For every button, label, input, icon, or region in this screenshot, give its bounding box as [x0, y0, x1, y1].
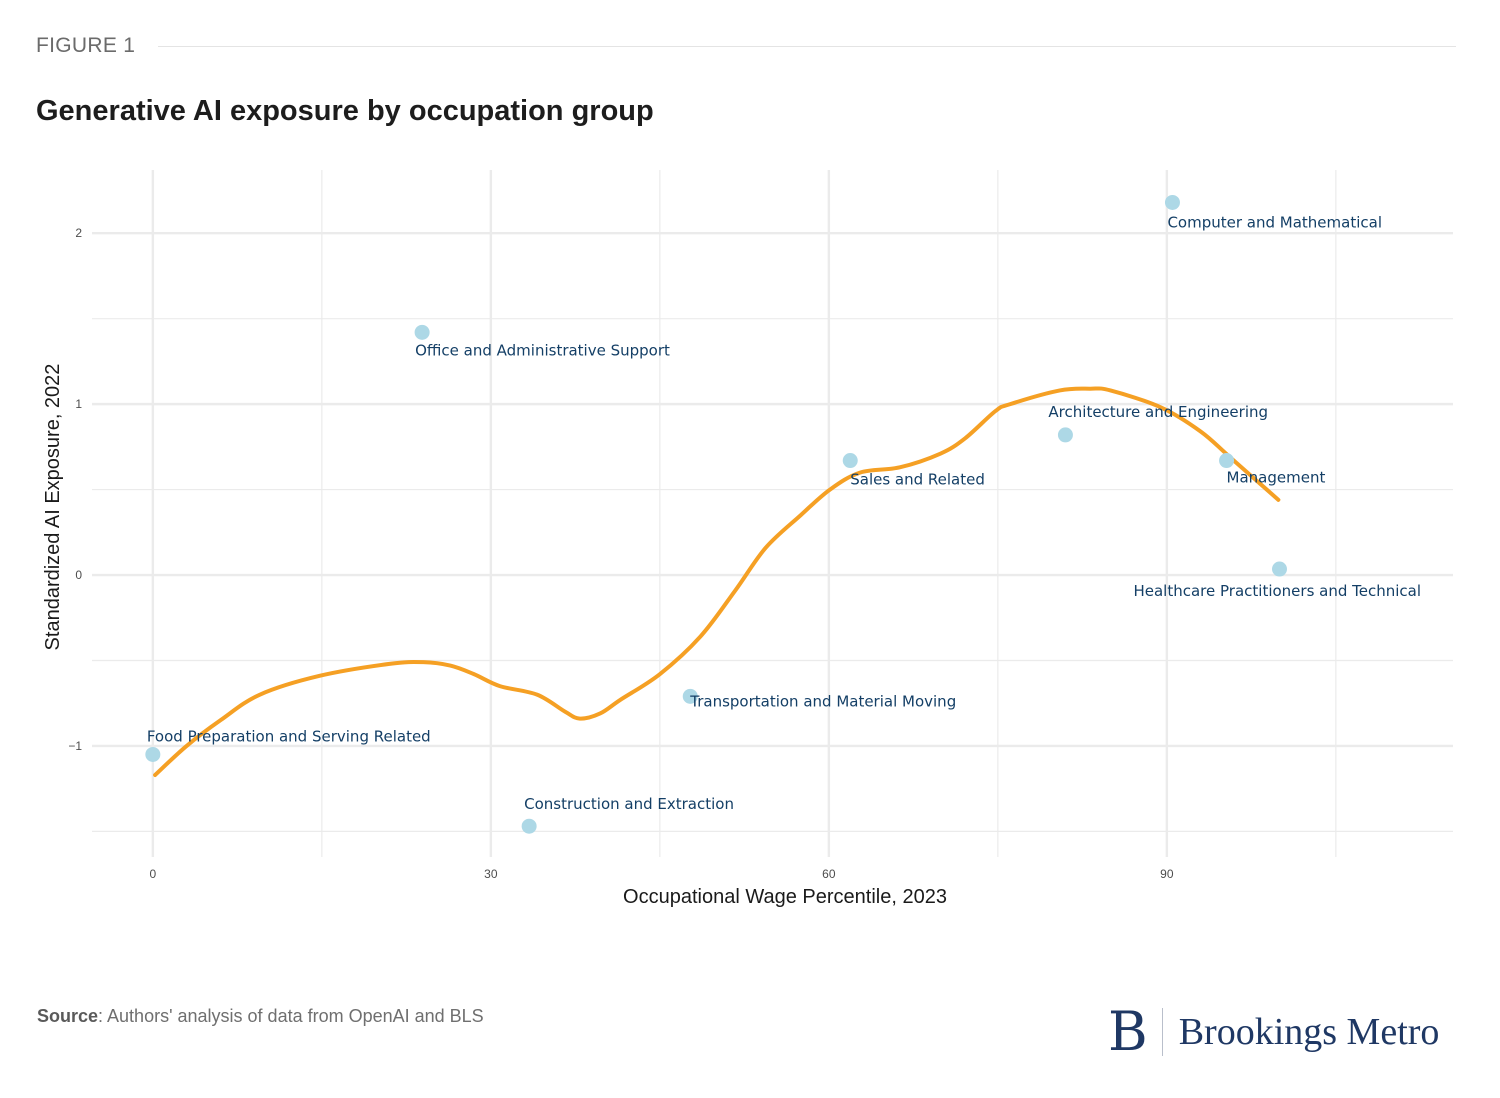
figure-label: FIGURE 1 — [36, 34, 136, 57]
figure-divider — [158, 46, 1456, 47]
smooth-trend-line — [153, 386, 1281, 777]
point-label: Sales and Related — [850, 471, 985, 489]
data-point — [145, 746, 161, 762]
logo-mark: B — [1108, 1000, 1148, 1063]
source-label: Source — [37, 1006, 99, 1026]
y-tick-label: 2 — [75, 226, 82, 240]
data-point — [842, 453, 858, 469]
point-label: Food Preparation and Serving Related — [147, 727, 431, 745]
point-label: Architecture and Engineering — [1048, 403, 1268, 421]
grid — [92, 170, 1453, 857]
chart-title: Generative AI exposure by occupation gro… — [36, 95, 654, 127]
axis-ticks: −1 0 1 2 0 30 60 90 — [68, 226, 1174, 881]
brookings-metro-logo: B Brookings Metro — [1108, 1005, 1439, 1059]
data-point — [1219, 453, 1235, 469]
point-label: Management — [1227, 469, 1326, 487]
point-label: Computer and Mathematical — [1167, 213, 1382, 231]
x-tick-label: 90 — [1160, 867, 1174, 881]
point-labels-layer: Food Preparation and Serving Related Offi… — [147, 213, 1421, 813]
x-tick-label: 60 — [822, 867, 836, 881]
y-axis-title: Standardized AI Exposure, 2022 — [42, 364, 64, 651]
source-text: : Authors' analysis of data from OpenAI … — [98, 1006, 484, 1026]
point-label: Construction and Extraction — [524, 795, 734, 813]
point-label: Office and Administrative Support — [415, 341, 670, 359]
data-point — [521, 818, 537, 834]
point-label: Healthcare Practitioners and Technical — [1133, 582, 1421, 600]
y-tick-label: 1 — [75, 397, 82, 411]
x-tick-label: 0 — [149, 867, 156, 881]
data-point — [414, 324, 430, 340]
data-point — [1164, 194, 1180, 210]
y-tick-label: −1 — [68, 739, 82, 753]
data-point — [1057, 427, 1073, 443]
x-tick-label: 30 — [484, 867, 498, 881]
points-layer — [145, 194, 1287, 834]
x-axis-title: Occupational Wage Percentile, 2023 — [623, 886, 947, 908]
point-label: Transportation and Material Moving — [689, 692, 956, 710]
logo-divider — [1161, 1008, 1163, 1056]
smooth-line-layer — [153, 386, 1281, 777]
data-point — [682, 688, 698, 704]
data-point — [1271, 561, 1287, 577]
logo-text: Brookings Metro — [1178, 1011, 1440, 1053]
source-note: Source: Authors' analysis of data from O… — [37, 1006, 484, 1027]
y-tick-label: 0 — [75, 568, 82, 582]
